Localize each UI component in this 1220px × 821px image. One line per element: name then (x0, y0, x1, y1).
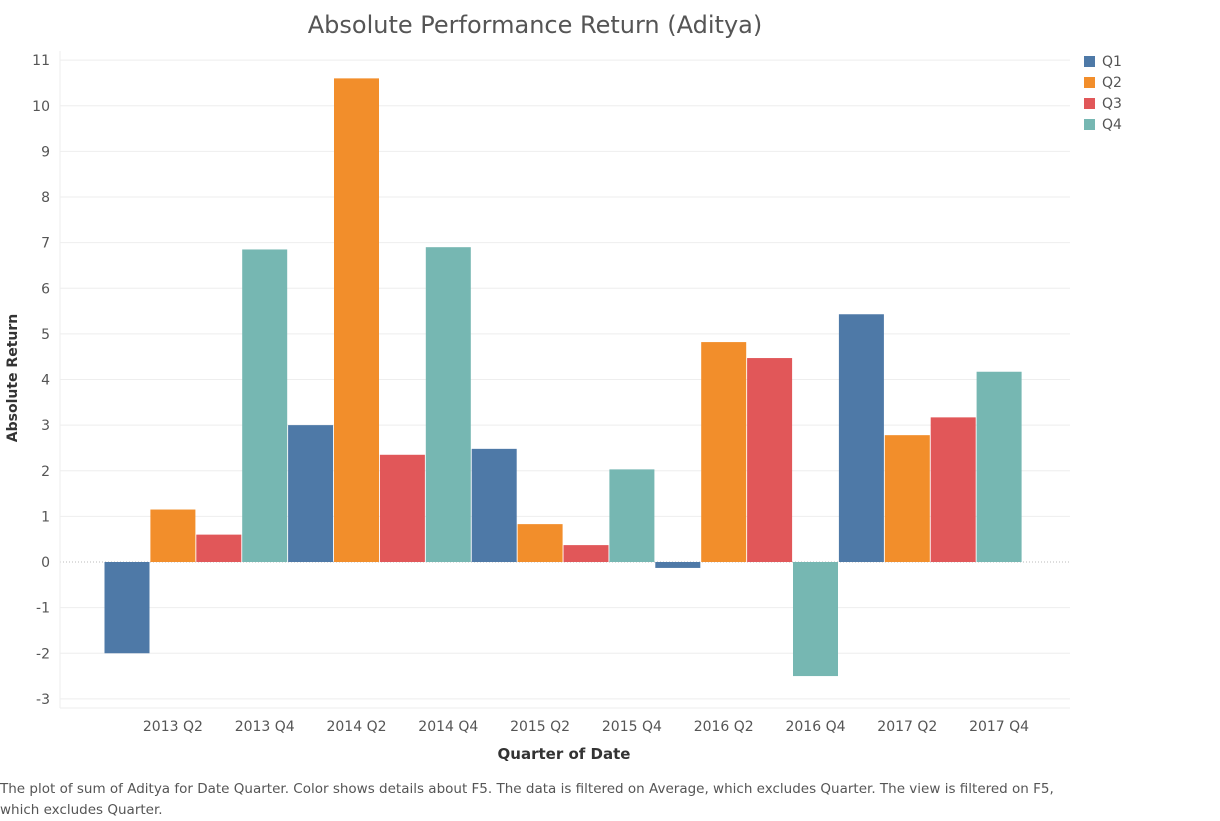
legend-label: Q1 (1102, 53, 1122, 70)
bar-2015-q1 (471, 448, 517, 562)
bar-2014-q1 (288, 425, 334, 562)
y-tick-label: 0 (41, 555, 50, 571)
legend-item-q4[interactable]: Q4 (1084, 114, 1122, 135)
bar-2015-q2 (517, 524, 563, 562)
legend-label: Q3 (1102, 95, 1122, 112)
legend-label: Q2 (1102, 74, 1122, 91)
x-tick-label: 2013 Q4 (235, 719, 295, 735)
y-tick-label: 4 (41, 373, 50, 389)
legend-item-q1[interactable]: Q1 (1084, 51, 1122, 72)
grid (59, 51, 1070, 708)
x-tick-label: 2013 Q2 (143, 719, 203, 735)
y-tick-label: 6 (41, 281, 50, 297)
x-tick-label: 2015 Q4 (602, 719, 662, 735)
legend-swatch (1084, 56, 1095, 67)
y-tick-label: 9 (41, 144, 50, 160)
y-tick-label: 10 (32, 99, 50, 115)
bar-2017-q2 (884, 435, 930, 562)
y-tick-label: -2 (36, 646, 50, 662)
bar-2014-q3 (379, 454, 425, 562)
chart-caption: The plot of sum of Aditya for Date Quart… (0, 781, 1054, 818)
x-tick-label: 2014 Q2 (326, 719, 386, 735)
x-tick-label: 2016 Q2 (694, 719, 754, 735)
bar-2013-q1 (104, 562, 150, 654)
x-axis-label: Quarter of Date (498, 745, 631, 763)
y-tick-label: -1 (36, 601, 50, 617)
bar-2015-q4 (609, 469, 655, 562)
legend-label: Q4 (1102, 116, 1122, 133)
y-tick-label: 5 (41, 327, 50, 343)
legend-swatch (1084, 119, 1095, 130)
legend-swatch (1084, 98, 1095, 109)
bar-2017-q1 (838, 314, 884, 562)
bar-2016-q3 (747, 358, 793, 562)
y-tick-label: 8 (41, 190, 50, 206)
y-tick-label: -3 (36, 692, 50, 708)
bar-2013-q3 (196, 534, 242, 562)
x-tick-label: 2014 Q4 (418, 719, 478, 735)
bar-2014-q4 (425, 247, 471, 562)
bar-2013-q2 (150, 509, 196, 562)
y-axis-label: Absolute Return (5, 314, 21, 442)
x-axis: 2013 Q2 2013 Q4 2014 Q2 2014 Q4 2015 Q2 2015 … (60, 707, 1070, 735)
y-axis: -3 -2 -1 0 1 2 3 4 5 6 7 8 9 10 11 (32, 53, 50, 708)
bar-2016-q2 (701, 342, 747, 562)
chart-title: Absolute Performance Return (Aditya) (308, 11, 762, 39)
bars (104, 78, 1022, 677)
x-tick-label: 2017 Q2 (877, 719, 937, 735)
y-tick-label: 1 (41, 509, 50, 525)
bar-2016-q4 (793, 562, 838, 677)
legend-swatch (1084, 77, 1095, 88)
x-tick-label: 2016 Q4 (785, 719, 845, 735)
legend-item-q2[interactable]: Q2 (1084, 72, 1122, 93)
y-tick-label: 11 (32, 53, 50, 69)
bar-2017-q4 (976, 371, 1022, 562)
legend: Q1 Q2 Q3 Q4 (1084, 51, 1122, 135)
y-tick-label: 7 (41, 236, 50, 252)
legend-item-q3[interactable]: Q3 (1084, 93, 1122, 114)
y-tick-label: 2 (41, 464, 50, 480)
bar-2014-q2 (334, 78, 379, 562)
x-tick-label: 2015 Q2 (510, 719, 570, 735)
bar-2016-q1 (655, 562, 701, 568)
x-tick-label: 2017 Q4 (969, 719, 1029, 735)
bar-2017-q3 (930, 417, 976, 562)
y-tick-label: 3 (41, 418, 50, 434)
bar-2015-q3 (563, 545, 609, 562)
bar-2013-q4 (242, 249, 288, 562)
